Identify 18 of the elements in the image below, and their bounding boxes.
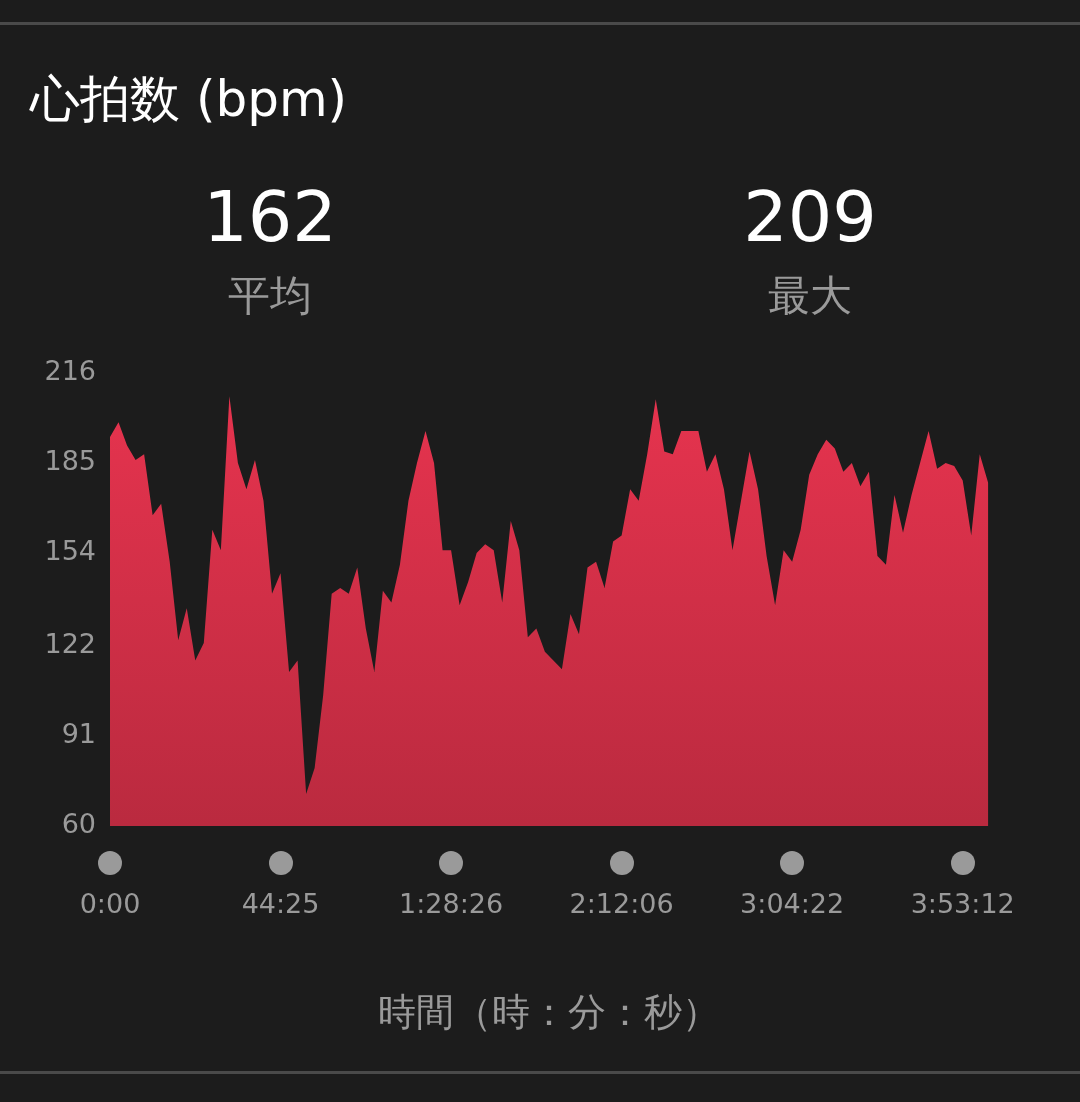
- y-tick-label: 154: [44, 535, 96, 567]
- chart-title: 心拍数 (bpm): [30, 69, 348, 130]
- y-tick-label: 122: [44, 627, 96, 659]
- y-tick-label: 185: [44, 445, 96, 477]
- x-tick-label: 0:00: [79, 888, 141, 920]
- x-tick-label: 44:25: [241, 888, 320, 920]
- x-tick-label: 3:53:12: [910, 888, 1015, 920]
- text: 最大: [767, 270, 853, 322]
- y-tick-label: 91: [61, 718, 96, 749]
- text: 平均: [227, 270, 313, 322]
- y-tick-label: 216: [44, 355, 96, 387]
- x-axis-title: 時間（時：分：秒）: [378, 990, 721, 1035]
- text: 209: [742, 176, 878, 258]
- x-tick-label: 1:28:26: [399, 888, 504, 920]
- y-tick-label: 60: [61, 808, 96, 840]
- x-tick-label: 3:04:22: [740, 888, 845, 920]
- x-tick-label: 2:12:06: [569, 888, 674, 920]
- text: 162: [202, 176, 338, 258]
